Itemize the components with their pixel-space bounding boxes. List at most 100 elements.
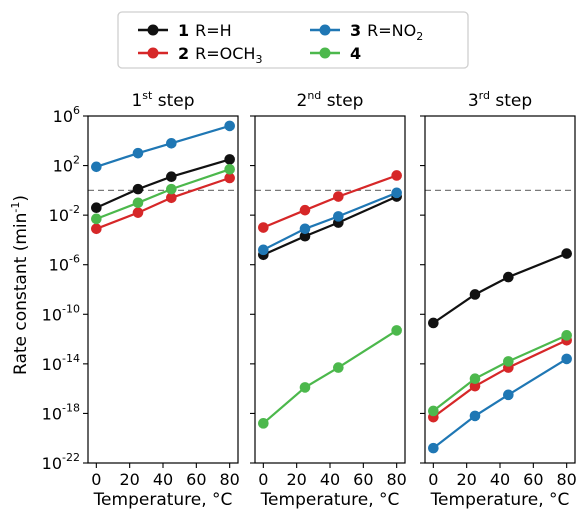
data-point-4 xyxy=(561,330,572,341)
x-axis-label: Temperature, °C xyxy=(93,490,233,510)
panel-frame xyxy=(87,115,239,464)
data-point-1 xyxy=(561,248,572,259)
x-tick-label: 80 xyxy=(386,470,406,489)
legend-label-3: 3 R=NO2 xyxy=(350,21,423,43)
legend-item-4: 4 xyxy=(310,44,361,63)
legend-number: 4 xyxy=(350,44,361,63)
panel-frame xyxy=(424,115,576,464)
x-axis-label: Temperature, °C xyxy=(260,490,400,510)
y-tick-exponent: 2 xyxy=(73,154,80,167)
legend-text: R=H xyxy=(195,21,232,40)
legend-label-4: 4 xyxy=(350,44,361,63)
y-tick-exponent: -6 xyxy=(69,253,80,266)
legend-item-3: 3 R=NO2 xyxy=(310,21,423,43)
y-tick-exponent: -2 xyxy=(69,203,80,216)
panel-title-rest: step xyxy=(321,91,363,111)
data-point-1 xyxy=(503,271,514,283)
data-point-2 xyxy=(166,192,177,204)
x-tick-label: 40 xyxy=(320,470,340,489)
panel-title-sup: st xyxy=(142,89,153,102)
y-tick-label: 10-2 xyxy=(49,203,80,225)
data-point-4 xyxy=(469,373,481,385)
data-point-1 xyxy=(166,171,177,183)
x-tick-label: 80 xyxy=(556,470,576,489)
y-axis-label-sup: -1 xyxy=(9,202,22,213)
y-tick-exponent: 6 xyxy=(73,104,80,117)
data-point-3 xyxy=(299,223,311,235)
data-point-3 xyxy=(91,161,102,173)
y-tick-label: 10-22 xyxy=(42,451,80,473)
data-point-3 xyxy=(503,389,514,401)
legend-frame xyxy=(117,11,469,69)
x-tick-label: 0 xyxy=(428,470,438,489)
data-point-1 xyxy=(469,289,481,300)
data-point-3 xyxy=(428,442,439,454)
legend-text: R=OCH xyxy=(195,44,255,63)
x-axis-label: Temperature, °C xyxy=(430,490,570,510)
series-line-3 xyxy=(262,191,398,251)
series-line-1 xyxy=(432,252,568,324)
legend-label-2: 2 R=OCH3 xyxy=(178,44,262,66)
series-line-4 xyxy=(262,329,398,425)
data-point-4 xyxy=(132,197,144,209)
data-point-2 xyxy=(299,204,311,216)
y-tick-label: 10-6 xyxy=(49,253,80,275)
data-point-3 xyxy=(224,120,235,132)
data-point-2 xyxy=(91,223,102,235)
panel-title-sup: nd xyxy=(307,89,321,102)
series-line-3 xyxy=(432,357,568,449)
data-point-4 xyxy=(258,418,269,429)
x-tick-label: 40 xyxy=(490,470,510,489)
y-tick-label: 10-10 xyxy=(42,302,80,324)
data-point-4 xyxy=(91,213,102,225)
y-tick-base: 10 xyxy=(42,454,62,473)
data-point-4 xyxy=(224,163,235,175)
y-axis-label-end: ) xyxy=(11,195,31,202)
panel-title: 3rd step xyxy=(468,89,532,111)
y-tick-label: 102 xyxy=(53,154,80,176)
data-point-1 xyxy=(132,183,144,195)
data-point-1 xyxy=(428,317,439,329)
x-tick-label: 0 xyxy=(258,470,268,489)
panel-title-rest: step xyxy=(152,91,194,111)
data-point-3 xyxy=(166,137,177,149)
series-line-2 xyxy=(262,174,398,229)
panel-title: 2nd step xyxy=(297,89,364,111)
data-point-4 xyxy=(166,183,177,195)
legend-marker-2 xyxy=(147,47,159,59)
data-point-3 xyxy=(132,147,144,159)
panel-title-number: 1 xyxy=(131,91,142,111)
data-point-1 xyxy=(299,230,311,242)
data-point-2 xyxy=(224,172,235,184)
x-tick-label: 60 xyxy=(186,470,206,489)
y-tick-base: 10 xyxy=(42,305,62,324)
panel-title-sup: rd xyxy=(479,89,490,102)
data-point-2 xyxy=(258,222,269,233)
legend-marker-3 xyxy=(319,24,331,36)
x-tick-label: 60 xyxy=(523,470,543,489)
legend-label-1: 1 R=H xyxy=(178,21,232,40)
data-point-2 xyxy=(132,207,144,218)
series-line-1 xyxy=(95,158,231,209)
legend-number: 1 xyxy=(178,21,189,40)
legend-marker-1 xyxy=(147,24,159,36)
x-tick-label: 20 xyxy=(119,470,139,489)
x-tick-label: 80 xyxy=(219,470,239,489)
series-line-2 xyxy=(432,339,568,418)
panel-title: 1st step xyxy=(131,89,194,111)
series-line-4 xyxy=(432,334,568,412)
y-tick-exponent: -22 xyxy=(62,451,80,464)
y-axis-label-main: Rate constant (min xyxy=(11,213,31,375)
y-tick-base: 10 xyxy=(49,206,69,225)
legend-subscript: 3 xyxy=(255,53,262,66)
legend-number: 2 xyxy=(178,44,189,63)
data-point-3 xyxy=(561,353,572,365)
y-tick-label: 10-18 xyxy=(42,401,80,423)
data-point-1 xyxy=(91,202,102,214)
x-tick-label: 60 xyxy=(353,470,373,489)
